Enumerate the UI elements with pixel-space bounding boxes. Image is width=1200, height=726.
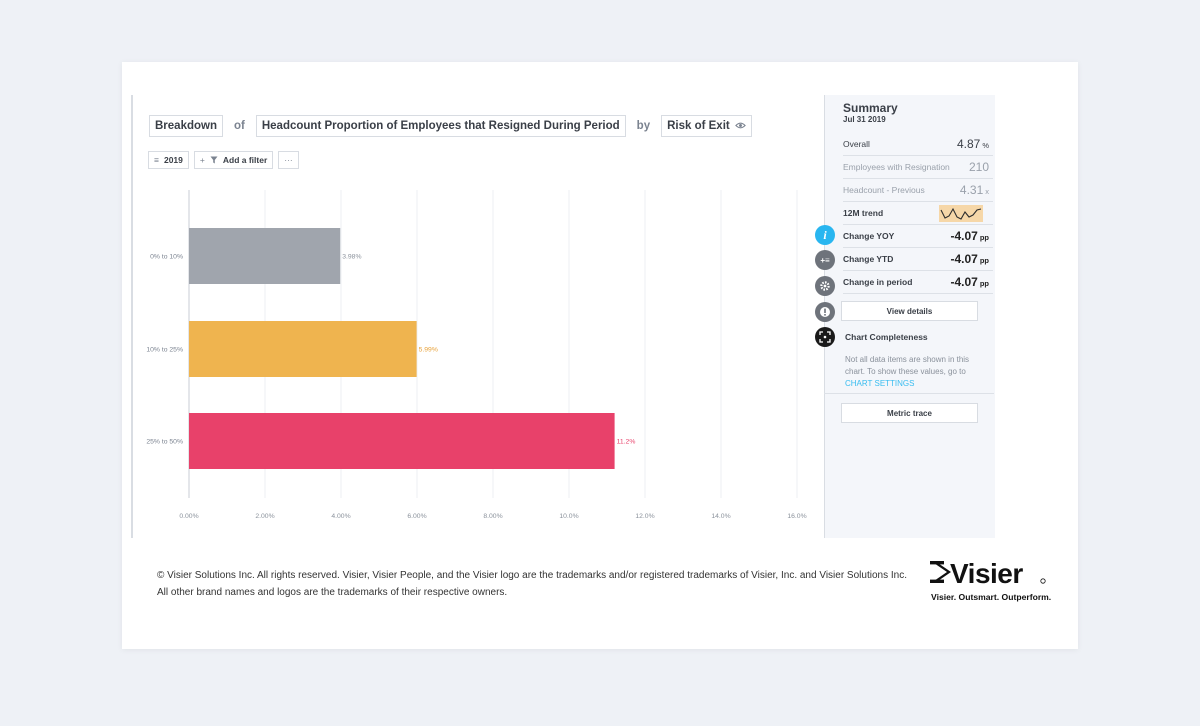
brand-tagline: Visier. Outsmart. Outperform. [931, 592, 1052, 602]
metric-trace-button[interactable]: Metric trace [841, 403, 978, 423]
category-label: 25% to 50% [146, 439, 183, 446]
metric-selector[interactable]: Headcount Proportion of Employees that R… [255, 114, 626, 137]
dimension-label: Risk of Exit [667, 119, 730, 132]
focus-mode-icon[interactable] [815, 327, 835, 347]
bar[interactable] [189, 321, 417, 377]
add-filter-label: Add a filter [222, 155, 268, 165]
summary-row-resignations[interactable]: Employees with Resignation 210 [843, 156, 993, 179]
summary-row-label: 12M trend [843, 208, 884, 218]
summary-row-change-ytd[interactable]: Change YTD -4.07 pp [843, 248, 993, 271]
visier-logo: Visier [930, 558, 1046, 589]
more-icon: ··· [284, 155, 293, 165]
view-details-button[interactable]: View details [841, 301, 978, 321]
filter-bar: ≡ 2019 + Add a filter ··· [148, 151, 299, 169]
calendar-icon: ≡ [154, 155, 159, 165]
x-tick-label: 4.00% [331, 513, 350, 520]
summary-row-value: 4.87% [956, 137, 989, 151]
info-icon[interactable]: i [815, 225, 835, 245]
summary-row-value: 210 [968, 160, 989, 174]
alert-icon[interactable] [815, 302, 835, 322]
summary-row-value: 4.31 x [959, 183, 989, 197]
x-tick-label: 12.0% [635, 513, 654, 520]
x-tick-label: 8.00% [483, 513, 502, 520]
query-bar: Breakdown of Headcount Proportion of Emp… [149, 114, 752, 137]
more-options-button[interactable]: ··· [278, 151, 299, 169]
panel-divider [824, 393, 994, 394]
summary-row-value: -4.07 pp [950, 229, 989, 243]
summary-row-12m-trend[interactable]: 12M trend [843, 202, 993, 225]
by-connector: by [636, 119, 651, 132]
sparkline-chart [939, 204, 983, 222]
copyright-line-2: All other brand names and logos are the … [157, 587, 508, 598]
summary-row-label: Change YOY [843, 231, 895, 241]
summary-row-label: Overall [843, 139, 870, 149]
eye-icon[interactable] [734, 120, 746, 131]
x-tick-label: 2.00% [255, 513, 274, 520]
data-label: 5.99% [419, 347, 438, 354]
summary-row-overall[interactable]: Overall 4.87% [843, 133, 993, 156]
bar[interactable] [189, 228, 341, 284]
filter-icon [210, 156, 218, 164]
x-tick-label: 14.0% [711, 513, 730, 520]
copyright-line-1: © Visier Solutions Inc. All rights reser… [157, 570, 907, 581]
summary-row-value: -4.07 pp [950, 252, 989, 266]
summary-row-change-yoy[interactable]: Change YOY -4.07 pp [843, 225, 993, 248]
category-label: 10% to 25% [146, 347, 183, 354]
chart-settings-link[interactable]: CHART SETTINGS [845, 379, 915, 388]
summary-row-value: -4.07 pp [950, 275, 989, 289]
breakdown-bar-chart: 0.00% 2.00% 4.00% 6.00% 8.00% 10.0% 12.0% 14.0%… [146, 190, 807, 520]
summary-row-label: Headcount - Previous [843, 185, 925, 195]
category-label: 0% to 10% [150, 254, 183, 261]
svg-text:Visier: Visier [950, 558, 1023, 589]
time-filter-label: 2019 [163, 155, 183, 165]
gear-icon[interactable] [815, 276, 835, 296]
time-filter-button[interactable]: ≡ 2019 [148, 151, 189, 169]
plus-icon: + [199, 155, 205, 165]
x-tick-label: 0.00% [179, 513, 198, 520]
summary-row-label: Change YTD [843, 254, 894, 264]
add-filter-button[interactable]: + Add a filter [193, 151, 274, 169]
x-tick-label: 6.00% [407, 513, 426, 520]
of-connector: of [234, 119, 245, 132]
summary-row-label: Employees with Resignation [843, 162, 950, 172]
chart-completeness-text: Not all data items are shown in this cha… [845, 355, 970, 388]
copyright-notice: © Visier Solutions Inc. All rights reser… [157, 567, 927, 601]
summary-date: Jul 31 2019 [843, 115, 886, 124]
chart-completeness-title: Chart Completeness [845, 332, 928, 342]
summary-row-change-period[interactable]: Change in period -4.07 pp [843, 271, 993, 294]
data-label: 3.98% [342, 254, 361, 261]
bar[interactable] [189, 413, 615, 469]
x-tick-label: 10.0% [559, 513, 578, 520]
visual-type-selector[interactable]: Breakdown [149, 114, 223, 137]
add-to-list-icon[interactable]: +≡ [815, 250, 835, 270]
summary-row-label: Change in period [843, 277, 913, 287]
dimension-selector[interactable]: Risk of Exit [661, 114, 752, 137]
x-tick-label: 16.0% [787, 513, 806, 520]
summary-row-headcount-previous[interactable]: Headcount - Previous 4.31 x [843, 179, 993, 202]
summary-title: Summary [843, 101, 898, 115]
data-label: 11.2% [617, 439, 636, 446]
